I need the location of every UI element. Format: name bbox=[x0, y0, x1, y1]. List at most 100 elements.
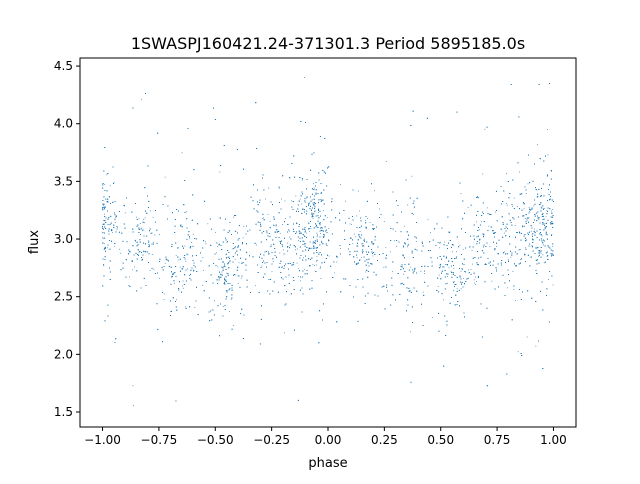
scatter-point bbox=[369, 222, 371, 223]
scatter-point bbox=[221, 271, 223, 273]
scatter-point bbox=[234, 258, 236, 260]
scatter-point bbox=[447, 276, 448, 278]
scatter-point bbox=[485, 263, 487, 265]
scatter-point bbox=[359, 210, 361, 212]
scatter-point bbox=[403, 246, 405, 248]
scatter-point bbox=[312, 202, 314, 204]
scatter-point bbox=[495, 211, 496, 213]
scatter-point bbox=[541, 235, 543, 237]
scatter-point bbox=[513, 197, 515, 199]
scatter-point bbox=[540, 203, 542, 205]
scatter-point bbox=[496, 253, 498, 255]
scatter-point bbox=[288, 230, 290, 232]
scatter-point bbox=[424, 273, 425, 274]
scatter-point bbox=[298, 240, 299, 241]
scatter-point bbox=[444, 241, 445, 243]
scatter-point bbox=[296, 262, 298, 264]
scatter-point bbox=[345, 200, 346, 202]
scatter-point bbox=[305, 243, 307, 245]
scatter-point bbox=[450, 270, 452, 272]
scatter-point bbox=[153, 268, 155, 270]
scatter-point bbox=[104, 237, 106, 239]
scatter-point bbox=[506, 202, 507, 204]
scatter-point bbox=[410, 331, 411, 333]
scatter-point bbox=[306, 232, 308, 234]
scatter-point bbox=[365, 220, 366, 221]
scatter-point bbox=[316, 255, 318, 257]
scatter-point bbox=[483, 235, 484, 237]
scatter-point bbox=[508, 213, 510, 214]
scatter-point bbox=[328, 228, 330, 229]
scatter-point bbox=[275, 225, 277, 227]
scatter-point bbox=[526, 336, 528, 338]
scatter-point bbox=[551, 234, 553, 235]
scatter-point bbox=[361, 257, 362, 258]
scatter-point bbox=[484, 128, 486, 130]
scatter-point bbox=[229, 261, 231, 263]
scatter-point bbox=[462, 248, 464, 250]
scatter-point bbox=[493, 230, 494, 231]
scatter-point bbox=[319, 268, 321, 270]
scatter-point bbox=[362, 243, 364, 244]
scatter-point bbox=[132, 269, 133, 271]
scatter-point bbox=[214, 300, 215, 302]
scatter-point bbox=[407, 204, 409, 206]
scatter-point bbox=[431, 317, 433, 319]
scatter-point bbox=[303, 240, 305, 242]
scatter-point bbox=[237, 275, 239, 277]
scatter-point bbox=[552, 209, 554, 210]
scatter-point bbox=[542, 222, 544, 224]
scatter-point bbox=[310, 228, 312, 230]
scatter-point bbox=[319, 230, 321, 232]
scatter-point bbox=[279, 240, 281, 242]
scatter-point bbox=[111, 229, 113, 230]
scatter-point bbox=[543, 244, 544, 246]
scatter-point bbox=[129, 276, 130, 278]
scatter-point bbox=[281, 266, 282, 268]
scatter-point bbox=[271, 271, 273, 273]
scatter-point bbox=[109, 185, 111, 187]
scatter-point bbox=[476, 221, 478, 223]
scatter-point bbox=[452, 251, 453, 253]
scatter-point bbox=[134, 266, 135, 268]
scatter-point bbox=[440, 266, 441, 268]
scatter-point bbox=[263, 217, 264, 219]
scatter-point bbox=[240, 277, 242, 279]
scatter-point bbox=[302, 179, 303, 181]
scatter-point bbox=[187, 268, 188, 270]
scatter-point bbox=[286, 224, 288, 225]
scatter-point bbox=[519, 259, 521, 261]
scatter-point bbox=[482, 173, 484, 175]
scatter-point bbox=[489, 246, 491, 247]
scatter-point bbox=[340, 183, 341, 185]
scatter-point bbox=[243, 226, 245, 227]
scatter-point bbox=[114, 222, 116, 223]
scatter-point bbox=[355, 236, 357, 238]
scatter-point bbox=[285, 217, 286, 219]
scatter-point bbox=[358, 190, 359, 192]
scatter-point bbox=[486, 207, 488, 209]
scatter-point bbox=[314, 211, 315, 213]
scatter-point bbox=[365, 271, 367, 273]
scatter-point bbox=[226, 242, 228, 244]
scatter-point bbox=[374, 190, 375, 192]
scatter-point bbox=[182, 287, 184, 289]
scatter-point bbox=[439, 247, 440, 249]
scatter-point bbox=[481, 221, 482, 223]
scatter-point bbox=[523, 208, 525, 210]
scatter-point bbox=[385, 258, 387, 259]
scatter-point bbox=[468, 269, 470, 271]
scatter-point bbox=[460, 288, 462, 290]
scatter-point bbox=[235, 274, 237, 276]
scatter-point bbox=[540, 252, 542, 254]
scatter-point bbox=[113, 182, 115, 184]
scatter-point bbox=[151, 254, 153, 255]
scatter-point bbox=[138, 251, 140, 253]
scatter-point bbox=[422, 291, 424, 293]
scatter-point bbox=[318, 212, 319, 213]
scatter-point bbox=[139, 223, 141, 224]
scatter-point bbox=[512, 271, 514, 272]
scatter-point bbox=[317, 259, 318, 261]
scatter-point bbox=[144, 222, 145, 224]
